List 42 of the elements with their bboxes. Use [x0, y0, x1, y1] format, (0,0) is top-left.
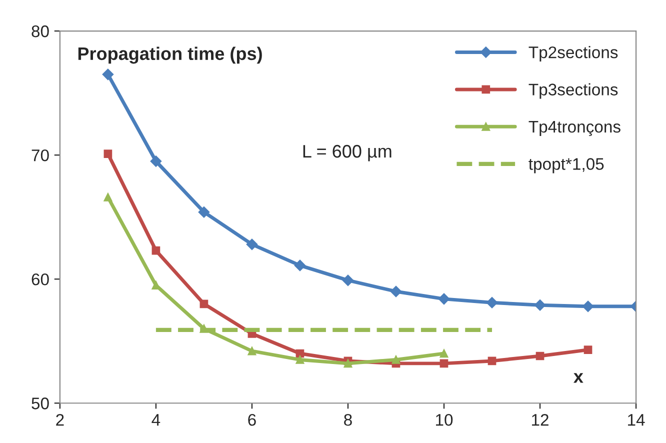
point: [584, 346, 592, 354]
point: [104, 150, 112, 158]
legend-label: Tp3sections: [528, 83, 618, 99]
point: [440, 349, 448, 358]
x-tick-label: 14: [628, 414, 645, 426]
x-tick-label: 10: [436, 414, 453, 426]
y-tick-label: 50: [32, 398, 49, 410]
annotation: L = 600 µm: [303, 144, 392, 162]
x-tick-label: 2: [56, 414, 64, 426]
x-tick-label: 12: [532, 414, 548, 426]
point: [344, 359, 352, 368]
point: [342, 274, 354, 286]
point: [200, 300, 208, 308]
point: [486, 297, 498, 308]
point: [246, 238, 258, 250]
point: [488, 356, 496, 366]
point: [438, 293, 450, 305]
point: [392, 356, 400, 364]
point: [198, 206, 210, 218]
legend-label: tpopt*1,05: [528, 158, 604, 174]
point: [582, 300, 594, 312]
legend-label: Tp2sections: [528, 46, 618, 62]
point: [248, 346, 256, 356]
point: [440, 359, 448, 368]
x-tick-label: 8: [344, 414, 352, 426]
y-tick-label: 80: [32, 25, 49, 38]
legend-label: Tp4tronçons: [528, 121, 620, 136]
x-tick-label: 6: [248, 414, 256, 426]
point: [102, 68, 114, 80]
x-tick-label: 4: [152, 414, 160, 426]
y-tick-label: 70: [32, 149, 49, 162]
y-tick-label: 60: [32, 273, 49, 286]
point: [390, 286, 402, 298]
point: [152, 246, 160, 255]
x-axis-title: x: [574, 373, 584, 383]
text: Propagation time (ps): [78, 46, 262, 64]
point: [294, 260, 306, 272]
point: [536, 352, 544, 360]
point: [150, 156, 162, 167]
point: [534, 300, 546, 311]
point: [104, 193, 112, 202]
point: [296, 356, 304, 364]
